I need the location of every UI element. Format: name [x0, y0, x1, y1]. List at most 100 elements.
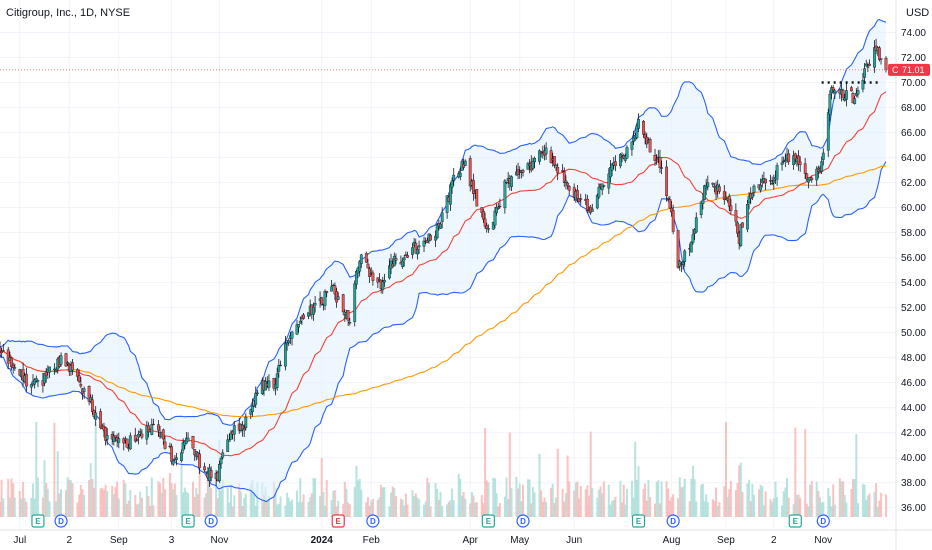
volume-bar: [41, 497, 44, 517]
volume-bar: [596, 498, 599, 517]
volume-bar: [205, 493, 208, 517]
volume-bar: [20, 498, 23, 517]
volume-bar: [624, 504, 627, 517]
volume-bar: [738, 465, 741, 517]
candle: [6, 347, 10, 369]
candle: [287, 338, 291, 347]
volume-bar: [243, 497, 246, 517]
volume-bar: [122, 479, 125, 517]
candle-body: [445, 195, 449, 213]
time-tick-label: 2: [67, 535, 73, 546]
candle-body: [13, 367, 17, 369]
volume-bar: [774, 481, 777, 517]
candle-body: [472, 180, 475, 195]
candle: [879, 58, 883, 65]
candle: [94, 405, 98, 427]
candle: [191, 435, 195, 450]
price-tick-label: 62.00: [901, 178, 926, 189]
candle: [521, 168, 525, 177]
volume-bar: [591, 487, 594, 517]
candle-body: [295, 324, 299, 335]
dividend-marker[interactable]: D: [366, 514, 380, 528]
earnings-marker[interactable]: E: [181, 514, 195, 528]
candle-body: [229, 432, 233, 440]
candle-body: [402, 257, 406, 261]
candle-body: [586, 198, 589, 212]
candle: [333, 282, 337, 301]
candle: [125, 438, 129, 448]
volume-bar: [238, 483, 241, 517]
volume-bar: [447, 501, 450, 517]
volume-bar: [88, 480, 91, 517]
volume-bar: [842, 481, 845, 517]
candle-body: [496, 206, 500, 209]
candle: [845, 83, 848, 107]
candle-body: [793, 153, 797, 160]
earnings-marker[interactable]: E: [631, 514, 646, 528]
dividend-marker[interactable]: D: [54, 514, 68, 528]
volume-bar: [495, 493, 498, 517]
dividend-label: D: [820, 517, 826, 526]
candle-body: [242, 428, 246, 431]
volume-bar: [286, 492, 289, 517]
dividend-marker[interactable]: D: [204, 514, 218, 528]
candle: [21, 362, 25, 387]
price-tick-label: 68.00: [901, 103, 926, 114]
volume-bar: [106, 491, 109, 517]
earnings-marker[interactable]: E: [788, 514, 802, 528]
candle-body: [156, 424, 160, 431]
candle: [567, 185, 571, 196]
candle: [637, 113, 640, 132]
candle: [701, 193, 705, 210]
candle-body: [658, 156, 662, 168]
volume-bar: [505, 477, 508, 517]
candle-body: [277, 365, 281, 372]
volume-bar: [404, 493, 407, 517]
volume-bar: [46, 488, 49, 517]
volume-bar: [645, 500, 648, 517]
candle-body: [99, 411, 103, 429]
candle-body: [138, 431, 142, 433]
price-tick-label: 64.00: [901, 153, 926, 164]
candle: [843, 93, 847, 102]
volume-bar: [159, 483, 161, 517]
candle: [531, 157, 535, 171]
candle-body: [614, 161, 617, 166]
earnings-marker[interactable]: E: [31, 514, 45, 528]
candle-body: [510, 176, 513, 187]
earnings-marker[interactable]: E: [481, 514, 495, 528]
volume-bar: [25, 501, 28, 517]
dividend-marker[interactable]: D: [516, 514, 530, 528]
volume-bar: [249, 484, 252, 517]
volume-bar: [861, 484, 864, 517]
price-tick-label: 50.00: [901, 328, 926, 339]
volume-bar: [579, 486, 582, 517]
chart-title: Citigroup, Inc., 1D, NYSE: [6, 7, 130, 19]
earnings-marker[interactable]: E: [331, 514, 345, 528]
volume-bar: [751, 484, 754, 517]
candle: [653, 148, 657, 166]
candle: [714, 181, 718, 200]
candle-body: [175, 457, 178, 460]
volume-bar: [622, 484, 625, 517]
dividend-marker[interactable]: D: [666, 514, 680, 528]
volume-bar: [272, 481, 275, 517]
candle: [485, 222, 489, 233]
candle-body: [642, 120, 645, 135]
volume-bar: [792, 504, 795, 517]
candle: [854, 88, 858, 98]
candle: [0, 341, 2, 358]
volume-bar: [101, 488, 104, 517]
volume-bar: [231, 506, 234, 517]
candle: [331, 283, 335, 287]
candle-body: [694, 217, 698, 233]
candle-body: [803, 163, 807, 174]
volume-bar: [94, 422, 97, 517]
volume-bar: [642, 488, 645, 517]
candle: [498, 198, 502, 209]
candle-body: [850, 87, 853, 92]
volume-bar: [794, 427, 797, 517]
dividend-marker[interactable]: D: [816, 514, 830, 528]
